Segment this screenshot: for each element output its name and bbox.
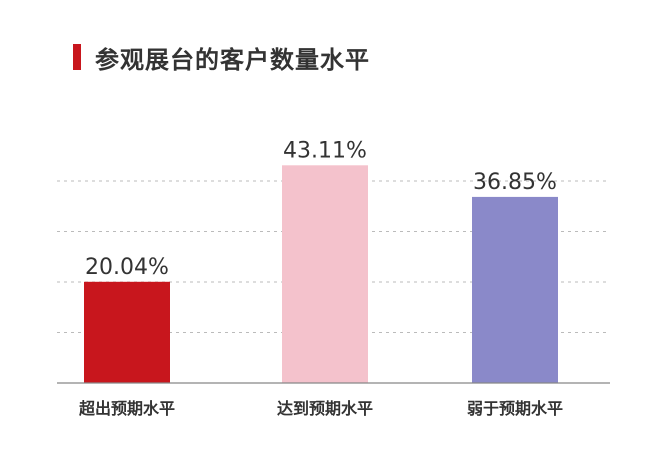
chart-title: 参观展台的客户数量水平 [95,46,370,74]
title-accent-bar [73,44,81,70]
category-label-2: 达到预期水平 [277,399,373,418]
data-label-2: 43.11% [283,138,367,163]
bar-3 [472,196,558,383]
data-label-1: 20.04% [85,255,169,280]
category-label-3: 弱于预期水平 [467,399,563,418]
bar-1 [84,281,170,383]
data-label-3: 36.85% [473,170,557,195]
category-label-1: 超出预期水平 [78,399,175,418]
bar-2 [282,165,368,383]
